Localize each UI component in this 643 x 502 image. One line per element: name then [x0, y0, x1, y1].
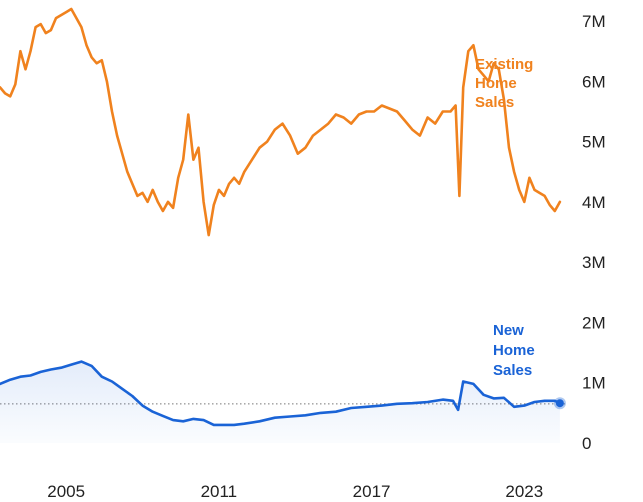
- x-tick-label: 2017: [353, 482, 391, 501]
- y-tick-label: 6M: [582, 72, 606, 91]
- area-fill-layer: [0, 361, 560, 443]
- new-home-sales-area: [0, 361, 560, 443]
- series-line-layer: [0, 7, 562, 427]
- x-tick-label: 2023: [505, 482, 543, 501]
- x-tick-label: 2005: [47, 482, 85, 501]
- new-home-sales-line: [0, 360, 562, 427]
- marker-layer: [553, 397, 566, 410]
- new-home-sales-end-marker: [555, 399, 564, 408]
- existing-home-sales-label: Existing Home Sales: [475, 56, 533, 111]
- x-tick-label: 2011: [201, 482, 238, 501]
- series-label-line: Home: [493, 342, 535, 359]
- new-home-sales-label: New Home Sales: [493, 322, 535, 379]
- series-labels: Existing Home Sales New Home Sales: [475, 56, 535, 379]
- y-tick-label: 7M: [582, 12, 606, 31]
- series-label-line: Existing: [475, 56, 533, 73]
- y-tick-label: 2M: [582, 313, 606, 332]
- existing-home-sales-line: [0, 7, 562, 237]
- y-tick-label: 1M: [582, 374, 606, 393]
- x-axis-ticks: 2005 2011 2017 2023: [47, 482, 543, 501]
- y-tick-label: 5M: [582, 133, 606, 152]
- series-label-line: New: [493, 322, 524, 339]
- series-label-line: Sales: [493, 362, 532, 379]
- series-label-line: Sales: [475, 94, 514, 111]
- y-tick-label: 0: [582, 434, 591, 453]
- y-tick-label: 4M: [582, 193, 606, 212]
- series-label-line: Home: [475, 75, 517, 92]
- y-axis-ticks: 0 1M 2M 3M 4M 5M 6M 7M: [582, 12, 606, 453]
- y-tick-label: 3M: [582, 253, 606, 272]
